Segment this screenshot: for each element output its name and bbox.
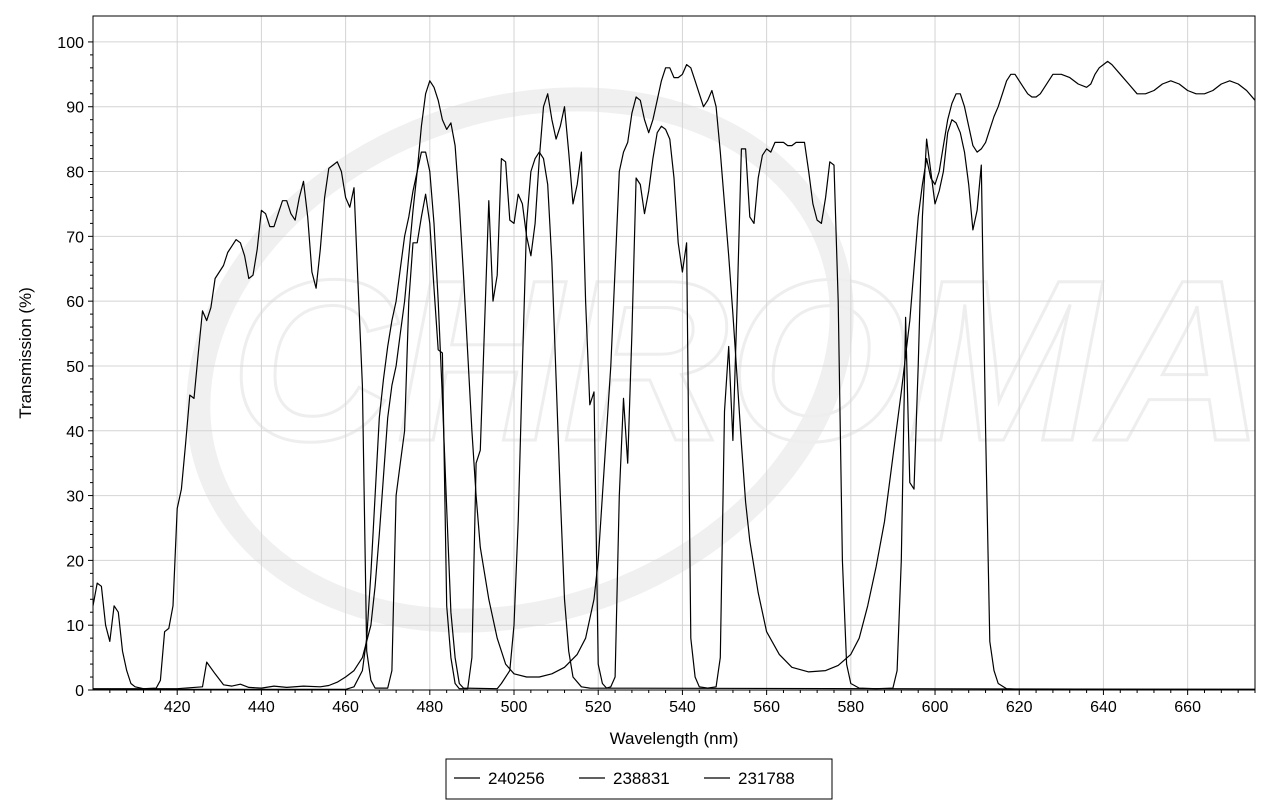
x-tick-label: 500 <box>501 699 528 716</box>
legend-label-240256: 240256 <box>488 769 545 788</box>
legend-label-238831: 238831 <box>613 769 670 788</box>
y-tick-label: 0 <box>75 683 84 700</box>
legend-label-231788: 231788 <box>738 769 795 788</box>
y-axis-title: Transmission (%) <box>16 287 35 419</box>
chroma-watermark: CHROMA <box>186 87 1266 633</box>
x-tick-label: 600 <box>922 699 949 716</box>
y-tick-label: 90 <box>66 100 84 117</box>
x-tick-label: 440 <box>248 699 275 716</box>
y-tick-label: 100 <box>57 35 84 52</box>
series-lines <box>92 60 1256 690</box>
y-tick-label: 40 <box>66 424 84 441</box>
x-tick-label: 420 <box>164 699 191 716</box>
x-tick-label: 580 <box>837 699 864 716</box>
x-tick-label: 480 <box>416 699 443 716</box>
legend: 240256 238831 231788 <box>445 758 833 800</box>
series-line-238831 <box>92 93 1255 690</box>
series-line-231788 <box>93 151 1256 690</box>
grid-lines <box>93 16 1255 691</box>
x-tick-label: 640 <box>1090 699 1117 716</box>
x-tick-label: 460 <box>332 699 359 716</box>
y-tick-label: 30 <box>66 489 84 506</box>
y-tick-label: 70 <box>66 229 84 246</box>
y-tick-label: 20 <box>66 553 84 570</box>
y-tick-label: 60 <box>66 294 84 311</box>
x-tick-label: 540 <box>669 699 696 716</box>
watermark-text: CHROMA <box>230 232 1265 489</box>
y-tick-label: 80 <box>66 165 84 182</box>
legend-box <box>445 758 833 800</box>
x-axis-title: Wavelength (nm) <box>610 729 739 748</box>
x-tick-label: 520 <box>585 699 612 716</box>
y-tick-label: 10 <box>66 618 84 635</box>
x-tick-label: 560 <box>753 699 780 716</box>
y-tick-label: 50 <box>66 359 84 376</box>
x-tick-label: 660 <box>1174 699 1201 716</box>
x-tick-label: 620 <box>1006 699 1033 716</box>
series-line-240256 <box>93 60 1256 690</box>
axis-ticks: 0 10 20 30 40 50 60 70 80 90 100 420 440 460 480 500 520… <box>57 35 1256 716</box>
